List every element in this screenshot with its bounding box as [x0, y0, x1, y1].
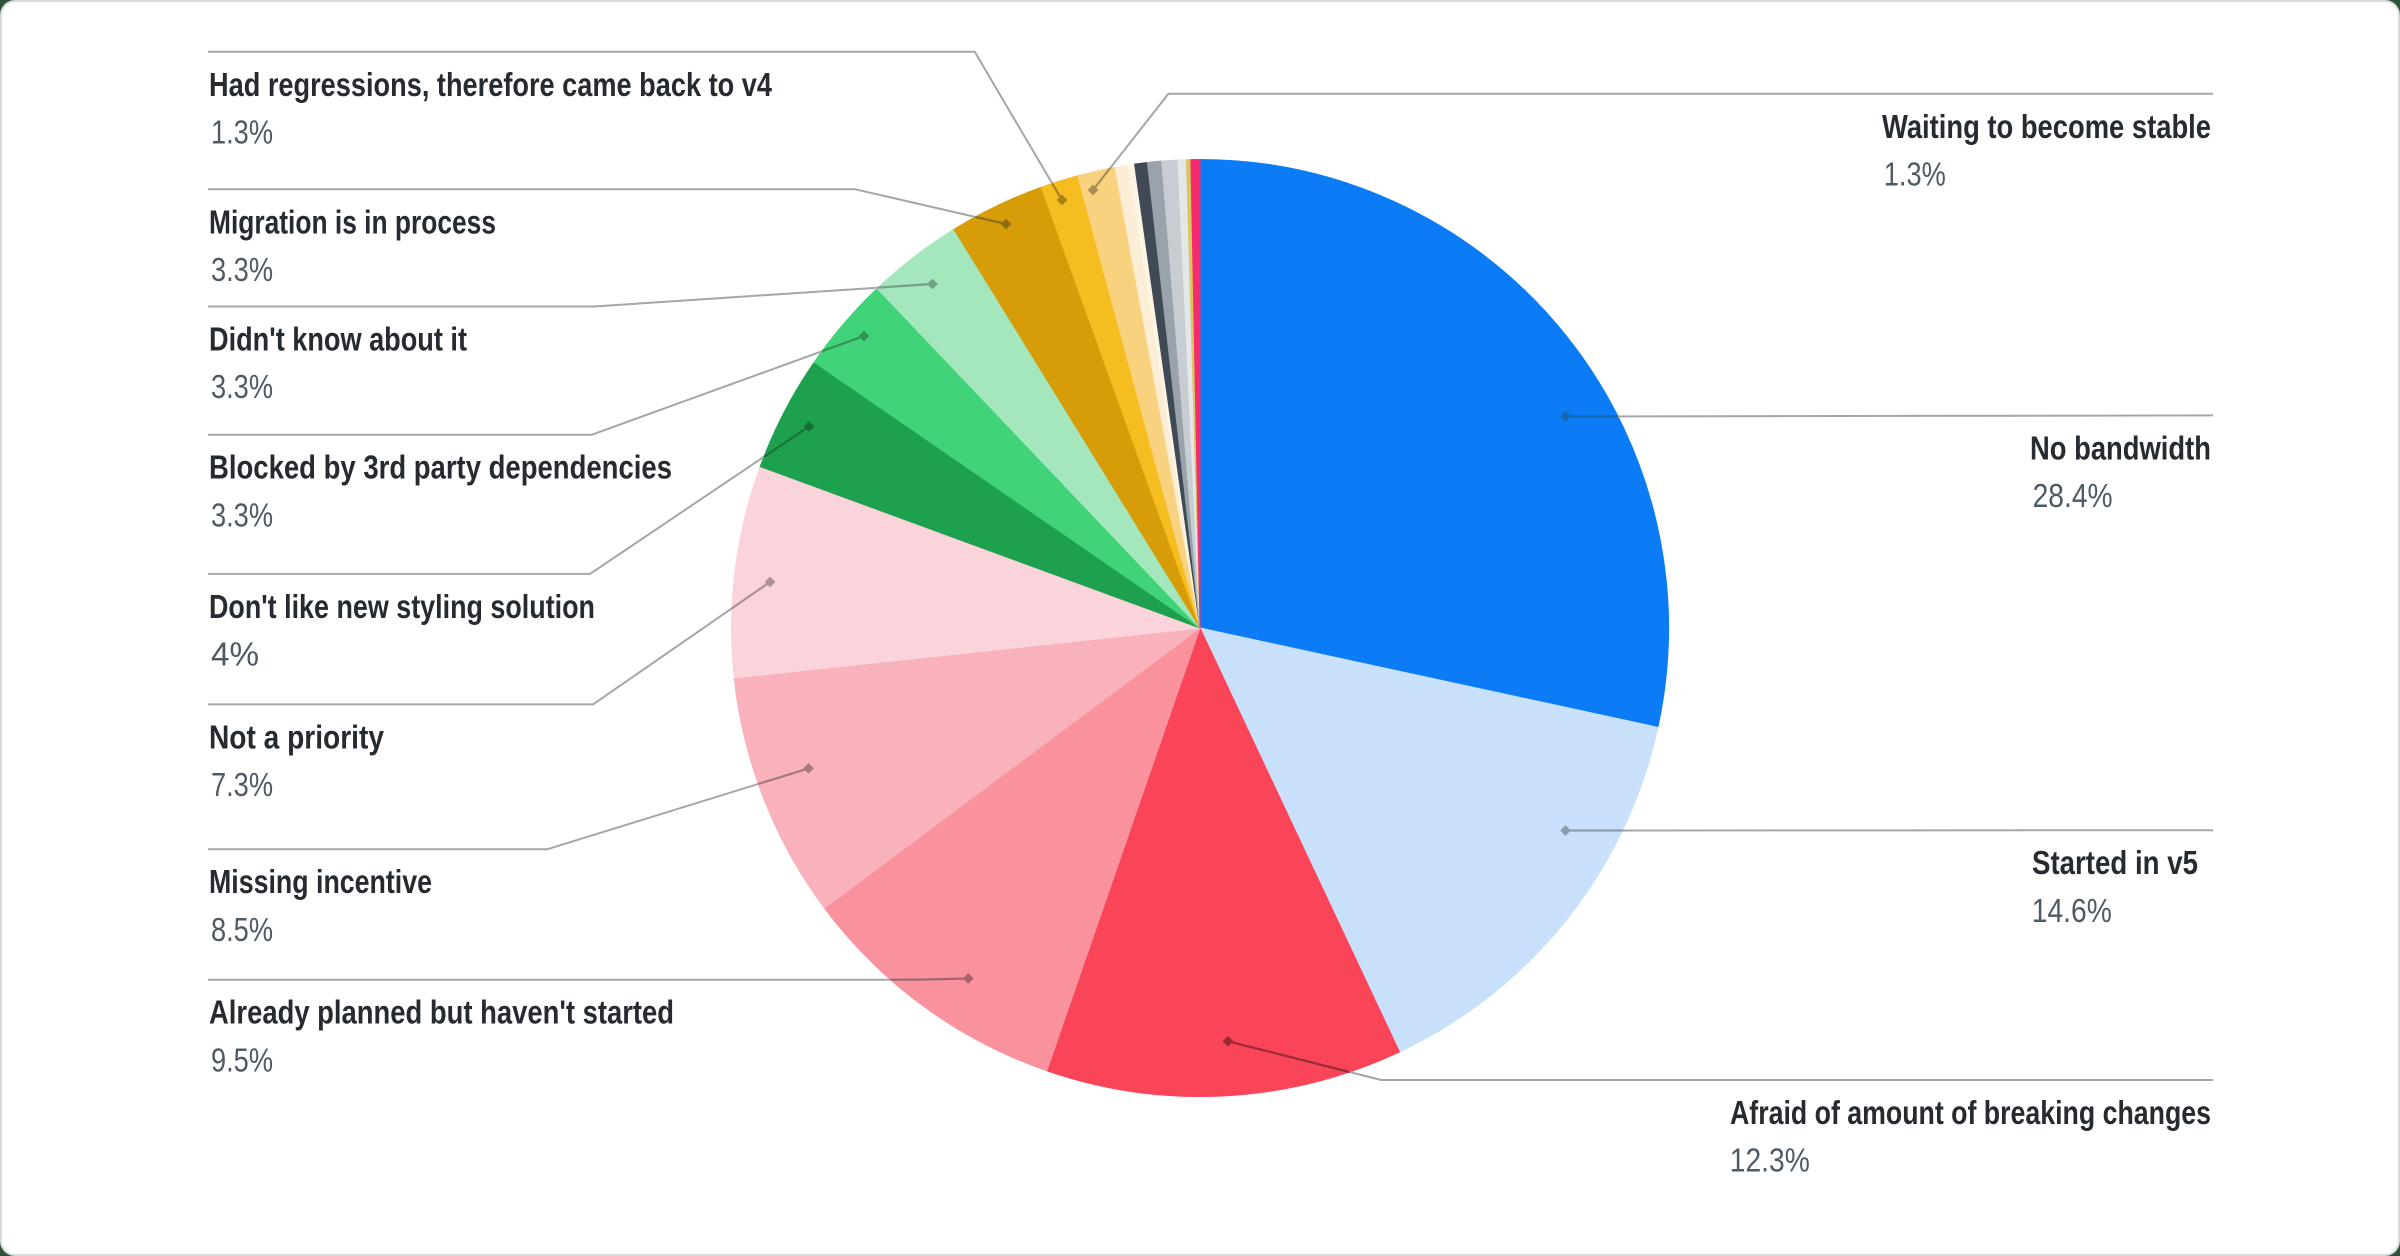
svg-text:Had regressions, therefore cam: Had regressions, therefore came back to … — [209, 66, 773, 103]
svg-text:12.3%: 12.3% — [1730, 1142, 1810, 1179]
svg-text:3.3%: 3.3% — [211, 251, 273, 288]
svg-text:28.4%: 28.4% — [2033, 477, 2113, 514]
svg-text:3.3%: 3.3% — [211, 496, 273, 533]
svg-text:No bandwidth: No bandwidth — [2030, 429, 2211, 466]
svg-text:Blocked by 3rd party dependenc: Blocked by 3rd party dependencies — [209, 449, 672, 486]
svg-text:Migration is in process: Migration is in process — [209, 203, 496, 240]
svg-text:Started in v5: Started in v5 — [2032, 844, 2198, 881]
svg-text:Missing incentive: Missing incentive — [209, 863, 432, 900]
svg-text:Already planned but haven't st: Already planned but haven't started — [209, 994, 674, 1031]
svg-text:Waiting to become stable: Waiting to become stable — [1882, 108, 2211, 145]
svg-text:Not a priority: Not a priority — [209, 718, 385, 755]
svg-text:Don't like new styling solutio: Don't like new styling solution — [209, 588, 595, 625]
svg-text:3.3%: 3.3% — [211, 368, 273, 405]
svg-text:4%: 4% — [211, 636, 259, 673]
svg-text:1.3%: 1.3% — [211, 113, 273, 150]
svg-text:Didn't know about it: Didn't know about it — [209, 321, 467, 358]
svg-text:9.5%: 9.5% — [211, 1041, 273, 1078]
svg-text:14.6%: 14.6% — [2032, 892, 2112, 929]
svg-text:7.3%: 7.3% — [211, 766, 273, 803]
svg-text:1.3%: 1.3% — [1884, 155, 1946, 192]
svg-text:Afraid of amount of breaking c: Afraid of amount of breaking changes — [1730, 1094, 2211, 1131]
svg-text:8.5%: 8.5% — [211, 911, 273, 948]
